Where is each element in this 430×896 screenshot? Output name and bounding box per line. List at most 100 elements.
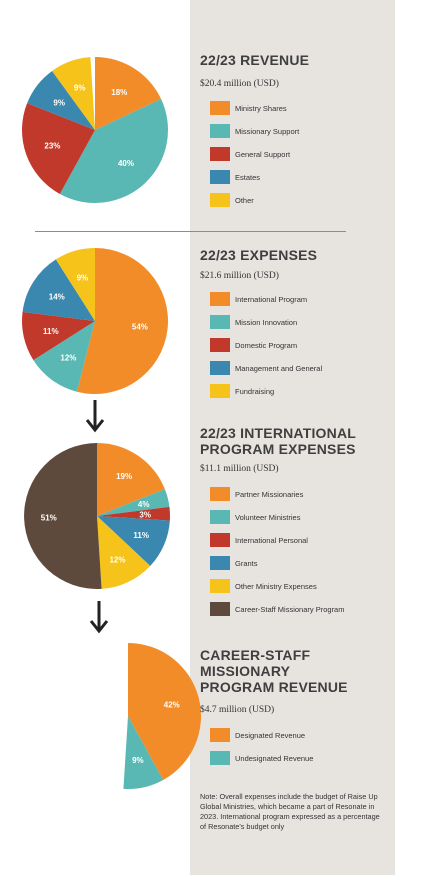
slice-label: 23%	[44, 141, 60, 150]
slice-label: 18%	[111, 88, 127, 97]
legend-item: Fundraising	[210, 384, 274, 398]
legend-item: Domestic Program	[210, 338, 297, 352]
slice-label: 11%	[43, 327, 59, 336]
legend-swatch	[210, 193, 230, 207]
revenue-subtitle: $20.4 million (USD)	[200, 79, 279, 89]
pie-chart: 18% 40% 23% 9% 9%	[22, 57, 168, 203]
legend-label: Other	[235, 195, 254, 205]
legend-label: General Support	[235, 149, 291, 159]
title-line: MISSIONARY	[200, 663, 291, 679]
legend-label: Ministry Shares	[235, 103, 287, 113]
legend-item: Other	[210, 193, 254, 207]
legend-swatch	[210, 170, 230, 184]
slice-label: 9%	[132, 756, 144, 765]
title-line: 22/23 EXPENSES	[200, 247, 318, 263]
legend-item: Career-Staff Missionary Program	[210, 602, 344, 616]
expenses-subtitle: $21.6 million (USD)	[200, 271, 279, 281]
legend-item: Volunteer Ministries	[210, 510, 300, 524]
legend-item: Undesignated Revenue	[210, 751, 313, 765]
legend-item: International Program	[210, 292, 307, 306]
international-title: 22/23 INTERNATIONAL PROGRAM EXPENSES	[200, 425, 356, 457]
international-subtitle: $11.1 million (USD)	[200, 464, 279, 474]
slice-label: 11%	[133, 531, 149, 540]
legend-item: Designated Revenue	[210, 728, 305, 742]
down-arrow-icon	[85, 400, 105, 433]
title-line: PROGRAM REVENUE	[200, 679, 348, 695]
legend-label: Career-Staff Missionary Program	[235, 604, 345, 614]
slice-label: 4%	[138, 500, 150, 509]
pie-slice	[97, 489, 170, 516]
career-staff-subtitle: $4.7 million (USD)	[200, 705, 275, 715]
legend-label: International Program	[235, 294, 308, 304]
legend-swatch	[210, 361, 230, 375]
pie-slice	[33, 321, 95, 392]
legend-item: Ministry Shares	[210, 101, 287, 115]
pie-slice	[59, 98, 168, 203]
slice-label: 12%	[109, 556, 125, 565]
legend-swatch	[210, 751, 230, 765]
revenue-title: 22/23 REVENUE	[200, 52, 309, 68]
pie-slice	[55, 248, 95, 321]
slice-label: 54%	[132, 323, 148, 332]
legend-label: Other Ministry Expenses	[235, 581, 317, 591]
slice-label: 14%	[49, 293, 65, 302]
career-staff-title: CAREER-STAFF MISSIONARY PROGRAM REVENUE	[200, 647, 348, 695]
pie-slice	[97, 506, 171, 521]
legend-label: Fundraising	[235, 386, 275, 396]
legend-label: Undesignated Revenue	[235, 753, 314, 763]
legend-label: International Personal	[235, 535, 308, 545]
pie-slice	[95, 57, 162, 130]
slice-label: 51%	[41, 514, 57, 523]
pie-slice	[22, 259, 95, 321]
legend-label: Mission Innovation	[235, 317, 298, 327]
pie-slice	[97, 516, 170, 566]
pie-chart: 19% 4% 3% 11% 12% 51%	[24, 443, 171, 589]
title-line: CAREER-STAFF	[200, 647, 311, 663]
legend-label: Management and General	[235, 363, 323, 373]
pie-slice	[52, 57, 95, 130]
legend-swatch	[210, 147, 230, 161]
legend-swatch	[210, 124, 230, 138]
legend-swatch	[210, 487, 230, 501]
slice-label: 12%	[60, 354, 76, 363]
pie-chart: 42% 9%	[123, 643, 202, 790]
title-line: PROGRAM EXPENSES	[200, 441, 356, 457]
legend-item: General Support	[210, 147, 290, 161]
legend-swatch	[210, 384, 230, 398]
legend-swatch	[210, 101, 230, 115]
legend-item: Other Ministry Expenses	[210, 579, 317, 593]
legend-label: Designated Revenue	[235, 730, 306, 740]
legend-swatch	[210, 315, 230, 329]
title-line: 22/23 INTERNATIONAL	[200, 425, 357, 441]
legend-label: Volunteer Ministries	[235, 512, 301, 522]
pie-slice	[128, 643, 202, 780]
legend-item: Mission Innovation	[210, 315, 297, 329]
pie-slice	[24, 443, 102, 589]
slice-label: 42%	[164, 701, 180, 710]
legend-label: Estates	[235, 172, 261, 182]
legend-swatch	[210, 510, 230, 524]
pie-slice	[27, 70, 96, 130]
slice-label: 9%	[53, 98, 65, 107]
legend-swatch	[210, 556, 230, 570]
title-line: 22/23 REVENUE	[200, 52, 310, 68]
pie-slice	[97, 516, 151, 589]
slice-label: 3%	[139, 511, 151, 520]
legend-label: Partner Missionaries	[235, 489, 304, 499]
expenses-title: 22/23 EXPENSES	[200, 247, 317, 263]
legend-swatch	[210, 292, 230, 306]
legend-swatch	[210, 728, 230, 742]
legend-swatch	[210, 338, 230, 352]
legend-item: Management and General	[210, 361, 322, 375]
down-arrow-icon	[89, 601, 109, 634]
pie-slice	[76, 248, 168, 395]
slice-label: 19%	[116, 472, 132, 481]
legend-swatch	[210, 533, 230, 547]
pie-slice	[22, 311, 96, 361]
legend-item: Grants	[210, 556, 258, 570]
pie-chart: 54% 12% 11% 14% 9%	[22, 248, 168, 395]
legend-label: Domestic Program	[235, 340, 298, 350]
legend-swatch	[210, 579, 230, 593]
pie-slice	[123, 716, 164, 790]
